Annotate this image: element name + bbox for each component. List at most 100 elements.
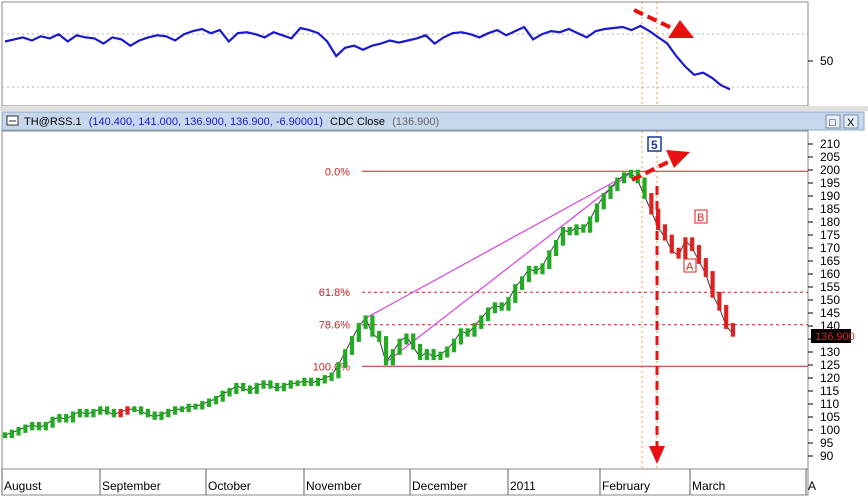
up-bar — [560, 226, 566, 246]
up-bar — [526, 265, 531, 283]
up-bar — [302, 377, 307, 387]
up-bar — [16, 427, 21, 436]
price-y-tick-label: 150 — [820, 293, 840, 307]
up-bar — [172, 406, 178, 415]
price-y-tick-label: 110 — [820, 397, 839, 411]
up-bar — [356, 323, 361, 342]
down-bar — [710, 271, 715, 298]
channel-upper-line — [365, 172, 632, 319]
up-bar — [70, 411, 76, 423]
up-bar — [281, 382, 287, 392]
up-bar — [220, 390, 225, 402]
up-bar — [628, 169, 634, 179]
up-bar — [492, 302, 497, 314]
x-axis-label: 2011 — [510, 479, 536, 493]
up-bar — [554, 239, 559, 257]
maximize-button-label: □ — [829, 117, 836, 129]
up-bar — [64, 414, 69, 423]
up-bar — [322, 375, 327, 384]
up-bar — [166, 408, 171, 418]
down-bar — [649, 193, 654, 215]
up-bar — [540, 263, 545, 275]
up-bar — [601, 193, 606, 210]
price-y-tick-label: 105 — [820, 410, 840, 424]
up-bar — [519, 276, 525, 290]
up-bar — [77, 408, 82, 418]
up-bar — [397, 338, 402, 355]
down-bar — [683, 237, 688, 259]
up-bar — [227, 388, 232, 397]
up-bar — [288, 380, 293, 389]
up-bar — [513, 284, 518, 303]
down-bar — [696, 245, 702, 264]
up-bar — [479, 315, 484, 329]
x-axis-label: March — [692, 479, 725, 493]
up-bar — [411, 333, 416, 350]
up-bar — [567, 226, 572, 236]
price-y-tick-label: 120 — [820, 371, 840, 385]
header-study: CDC Close — [330, 116, 385, 128]
up-bar — [458, 328, 463, 345]
up-bar — [145, 408, 150, 418]
up-bar — [499, 302, 504, 311]
up-bar — [295, 380, 300, 387]
price-y-tick-label: 190 — [820, 189, 840, 203]
down-bar — [669, 234, 674, 254]
up-bar — [547, 250, 552, 270]
up-bar — [363, 315, 368, 329]
down-bar — [717, 291, 722, 311]
price-y-tick-label: 180 — [820, 215, 840, 229]
wave-a-label: A — [686, 261, 694, 273]
price-red-dashed-arrow — [631, 150, 690, 182]
up-bar — [383, 336, 389, 366]
header-ohlc: (140.400, 141.000, 136.900, 136.900, -6.… — [89, 116, 323, 128]
up-bar — [417, 343, 423, 361]
x-axis-labels: August September October November December 20… — [1, 469, 816, 495]
fib-label: 61.8% — [319, 287, 350, 299]
trend-channel-lines — [365, 172, 632, 363]
x-axis-label: November — [306, 479, 361, 493]
up-bar — [36, 421, 42, 431]
up-bar — [465, 328, 470, 337]
x-axis-label: February — [602, 479, 650, 493]
price-y-tick-label: 205 — [820, 150, 840, 164]
up-bar — [315, 377, 321, 387]
x-axis — [1, 468, 809, 496]
up-bar — [594, 203, 600, 223]
vertical-red-dashed-arrow — [649, 186, 665, 464]
up-bar — [261, 380, 266, 389]
price-y-tick-label: 145 — [820, 306, 840, 320]
price-y-tick-label: 160 — [820, 267, 840, 281]
down-bar — [662, 224, 668, 241]
up-bar — [424, 349, 429, 361]
up-bar — [247, 385, 253, 394]
wave-5-label-box — [647, 136, 662, 152]
header-text: TH@RSS.1 (140.400, 141.000, 136.900, 136… — [24, 116, 439, 128]
up-bar — [234, 382, 239, 394]
up-bar — [349, 336, 355, 355]
down-bar — [724, 304, 729, 329]
up-bar — [390, 349, 395, 366]
up-bar — [138, 406, 144, 415]
down-bar — [676, 247, 681, 259]
price-y-tick-label: 195 — [820, 176, 840, 190]
price-y-tick-label: 100 — [820, 423, 840, 437]
close-button[interactable] — [843, 114, 859, 129]
up-bar — [370, 315, 375, 337]
up-bar — [533, 265, 538, 275]
header-symbol: TH@RSS.1 — [24, 116, 82, 128]
up-bar — [438, 351, 443, 361]
up-bar — [608, 185, 613, 199]
panel-separator — [0, 106, 868, 111]
fib-label: 0.0% — [325, 166, 350, 178]
x-axis-label: September — [102, 479, 161, 493]
price-y-tick-label: 90 — [820, 449, 834, 463]
maximize-button[interactable] — [825, 114, 841, 129]
x-axis-label: August — [4, 479, 42, 493]
price-y-tick-label: 115 — [820, 384, 839, 398]
up-bar — [179, 406, 184, 413]
down-bar — [125, 406, 130, 415]
up-bar — [485, 307, 491, 322]
price-y-tick-label: 175 — [820, 228, 840, 242]
